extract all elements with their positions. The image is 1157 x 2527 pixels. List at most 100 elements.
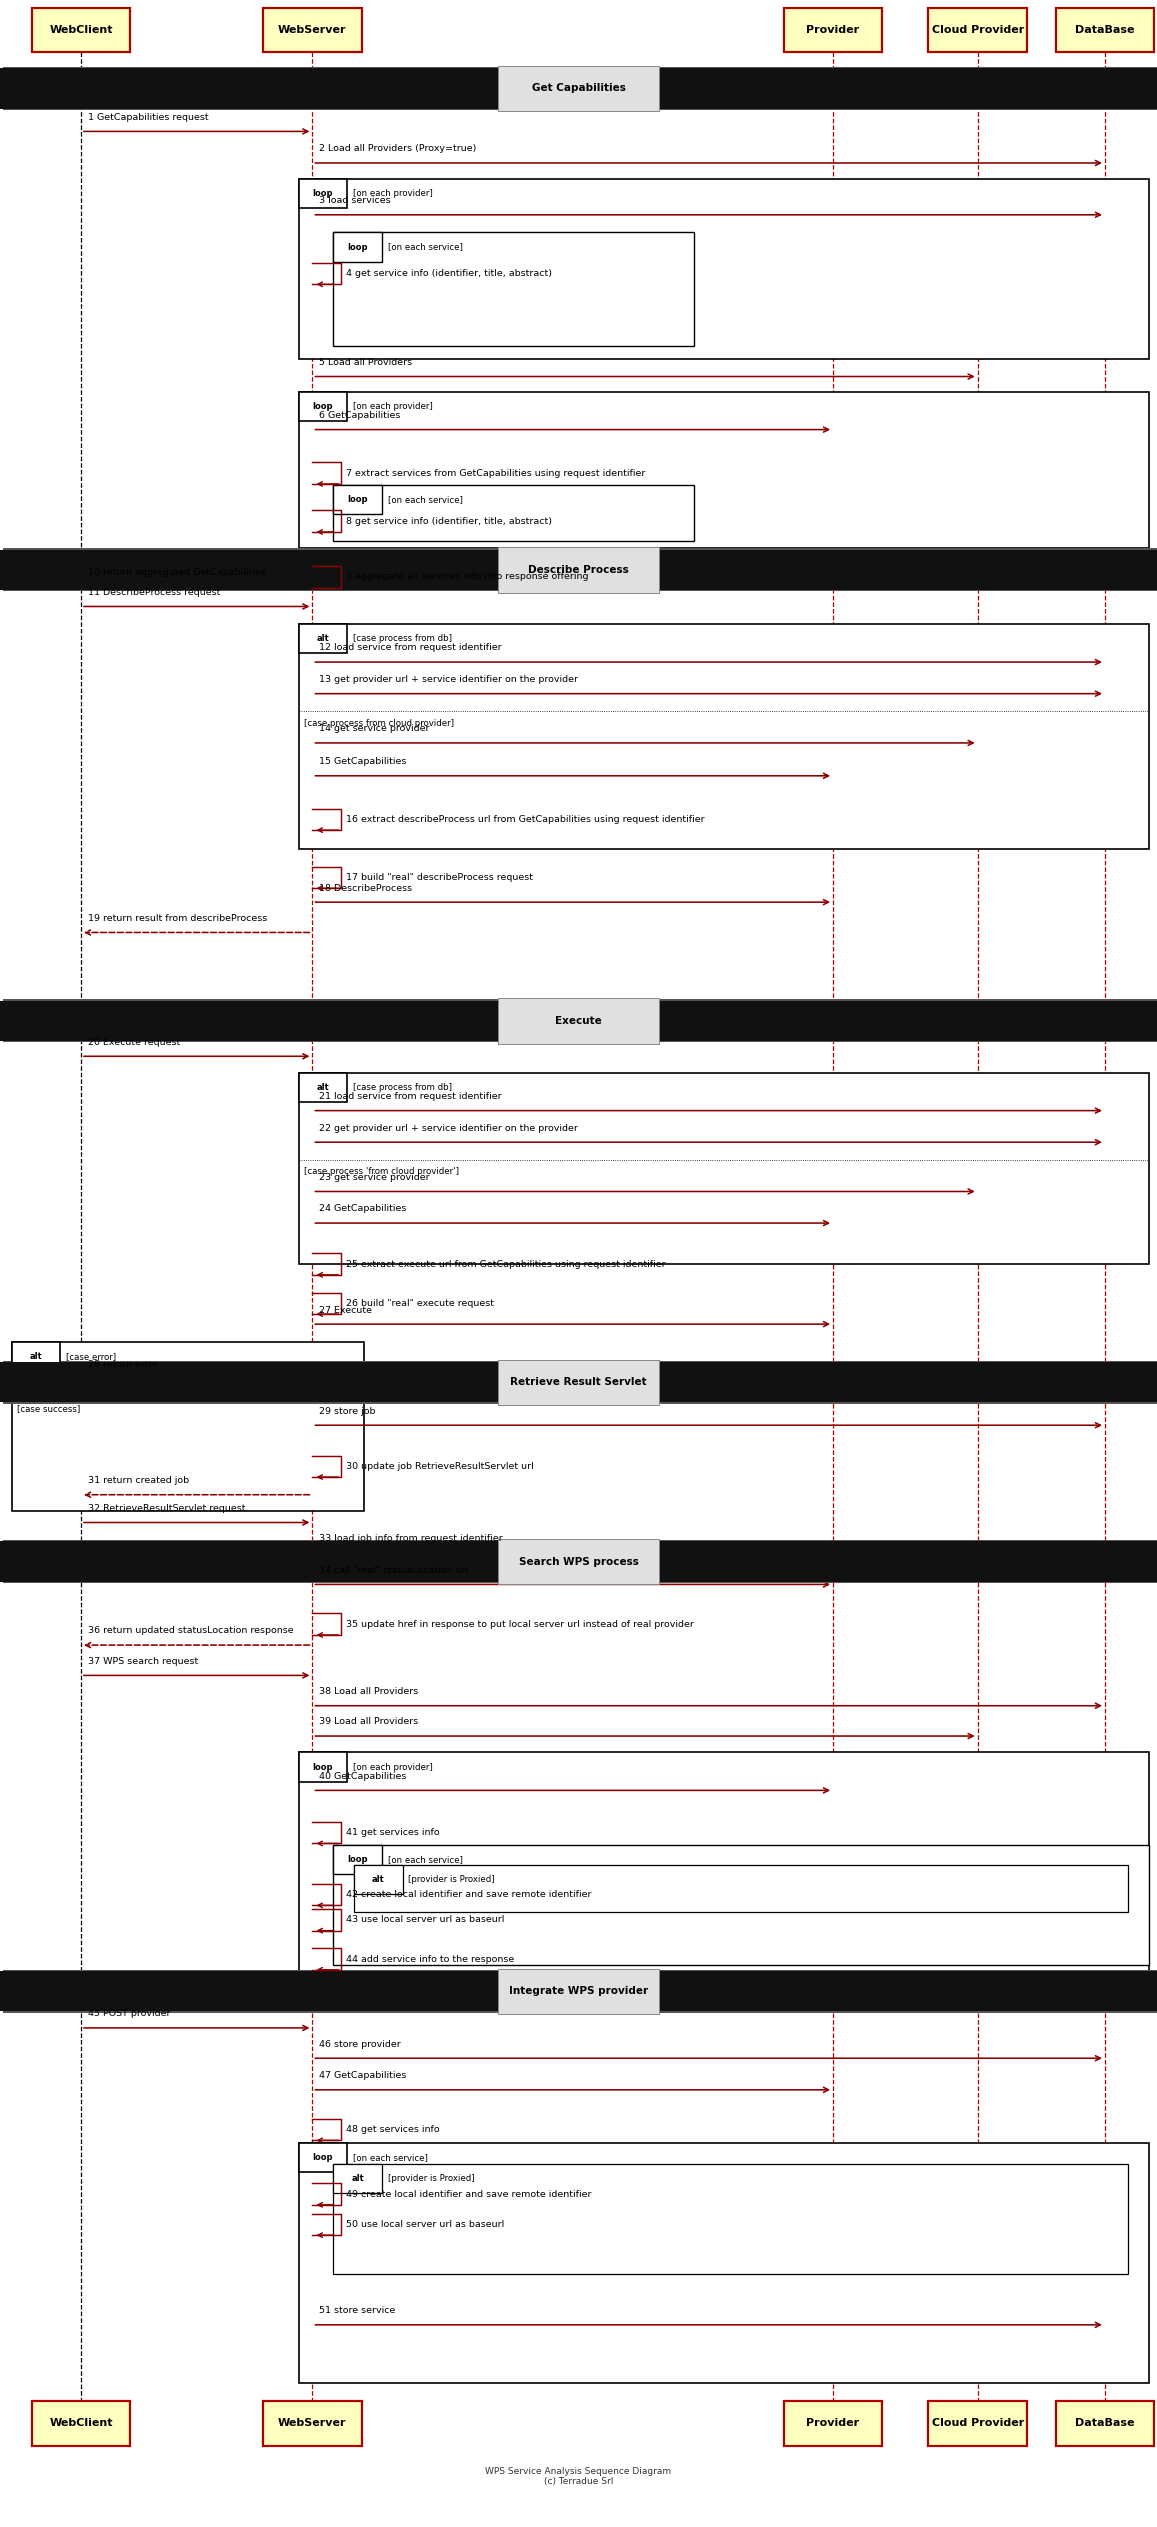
Bar bbox=[299, 624, 347, 654]
Text: 27 Execute: 27 Execute bbox=[319, 1306, 373, 1314]
Text: 20 Execute request: 20 Execute request bbox=[88, 1039, 180, 1046]
Bar bbox=[333, 2163, 1128, 2274]
Text: Get Capabilities: Get Capabilities bbox=[531, 83, 626, 93]
Text: 4 get service info (identifier, title, abstract): 4 get service info (identifier, title, a… bbox=[346, 268, 552, 278]
Text: DataBase: DataBase bbox=[1075, 25, 1135, 35]
Text: [provider is Proxied]: [provider is Proxied] bbox=[388, 2173, 474, 2183]
Text: alt: alt bbox=[371, 1875, 385, 1885]
Text: 9 aggregate all services info into response offering: 9 aggregate all services info into respo… bbox=[346, 571, 589, 581]
Text: Provider: Provider bbox=[806, 2418, 860, 2428]
Bar bbox=[299, 1074, 1149, 1264]
Bar bbox=[354, 1865, 403, 1895]
Bar bbox=[0, 1541, 1157, 1582]
Bar bbox=[498, 1969, 659, 2014]
Text: 19 return result from describeProcess: 19 return result from describeProcess bbox=[88, 915, 267, 922]
Text: 8 get service info (identifier, title, abstract): 8 get service info (identifier, title, a… bbox=[346, 516, 552, 526]
Text: 29 store job: 29 store job bbox=[319, 1408, 376, 1415]
Bar bbox=[32, 8, 131, 53]
Bar bbox=[12, 1342, 364, 1511]
Text: [on each service]: [on each service] bbox=[353, 2153, 428, 2163]
Text: alt: alt bbox=[316, 634, 330, 644]
Text: [case process from db]: [case process from db] bbox=[353, 634, 452, 644]
Text: Describe Process: Describe Process bbox=[528, 566, 629, 574]
Text: 7 extract services from GetCapabilities using request identifier: 7 extract services from GetCapabilities … bbox=[346, 467, 646, 478]
Text: 28 return error: 28 return error bbox=[88, 1360, 159, 1370]
Text: 40 GetCapabilities: 40 GetCapabilities bbox=[319, 1771, 407, 1782]
Text: loop: loop bbox=[312, 1761, 333, 1771]
Text: 34 call "real" statusLocation url: 34 call "real" statusLocation url bbox=[319, 1567, 469, 1574]
Text: 33 load job info from request identifier: 33 load job info from request identifier bbox=[319, 1534, 503, 1544]
Bar bbox=[299, 1754, 1149, 1971]
Bar bbox=[333, 485, 694, 541]
Bar bbox=[928, 8, 1027, 53]
Bar bbox=[1056, 2401, 1155, 2446]
Text: [on each service]: [on each service] bbox=[388, 243, 463, 253]
Text: 12 load service from request identifier: 12 load service from request identifier bbox=[319, 644, 502, 652]
Bar bbox=[498, 1360, 659, 1405]
Text: 38 Load all Providers: 38 Load all Providers bbox=[319, 1688, 419, 1696]
Text: [on each service]: [on each service] bbox=[388, 495, 463, 505]
Text: loop: loop bbox=[312, 190, 333, 200]
Text: alt: alt bbox=[29, 1352, 43, 1362]
Text: loop: loop bbox=[312, 402, 333, 412]
Bar bbox=[3, 1001, 1157, 1044]
Text: 10 return aggregated GetCapabilities: 10 return aggregated GetCapabilities bbox=[88, 569, 266, 576]
Text: alt: alt bbox=[316, 1082, 330, 1092]
Text: [on each provider]: [on each provider] bbox=[353, 1761, 433, 1771]
Text: 47 GetCapabilities: 47 GetCapabilities bbox=[319, 2072, 407, 2080]
Text: 43 use local server url as baseurl: 43 use local server url as baseurl bbox=[346, 1915, 504, 1926]
Bar bbox=[264, 8, 361, 53]
Bar bbox=[3, 1971, 1157, 2011]
Text: WebClient: WebClient bbox=[50, 25, 112, 35]
Bar bbox=[264, 2401, 361, 2446]
Text: WPS Service Analysis Sequence Diagram
(c) Terradue Srl: WPS Service Analysis Sequence Diagram (c… bbox=[486, 2466, 671, 2487]
Text: 41 get services info: 41 get services info bbox=[346, 1827, 440, 1837]
Text: 26 build "real" execute request: 26 build "real" execute request bbox=[346, 1299, 494, 1309]
Text: [on each provider]: [on each provider] bbox=[353, 190, 433, 200]
Text: DataBase: DataBase bbox=[1075, 2418, 1135, 2428]
Bar bbox=[299, 179, 347, 210]
Text: 51 store service: 51 store service bbox=[319, 2307, 396, 2315]
Text: 3 load services: 3 load services bbox=[319, 197, 391, 205]
Text: 49 create local identifier and save remote identifier: 49 create local identifier and save remo… bbox=[346, 2188, 591, 2198]
Text: 25 extract execute url from GetCapabilities using request identifier: 25 extract execute url from GetCapabilit… bbox=[346, 1258, 665, 1269]
Bar bbox=[333, 485, 382, 516]
Text: 32 RetrieveResultServlet request: 32 RetrieveResultServlet request bbox=[88, 1504, 245, 1514]
Text: [case process from cloud provider]: [case process from cloud provider] bbox=[304, 720, 455, 728]
Text: 48 get services info: 48 get services info bbox=[346, 2125, 440, 2135]
Text: Cloud Provider: Cloud Provider bbox=[931, 25, 1024, 35]
Text: 35 update href in response to put local server url instead of real provider: 35 update href in response to put local … bbox=[346, 1620, 694, 1630]
Text: Provider: Provider bbox=[806, 25, 860, 35]
Bar bbox=[784, 2401, 882, 2446]
Text: [on each service]: [on each service] bbox=[388, 1855, 463, 1865]
Text: loop: loop bbox=[347, 495, 368, 505]
Text: 15 GetCapabilities: 15 GetCapabilities bbox=[319, 758, 407, 766]
Bar bbox=[12, 1342, 60, 1372]
Text: 50 use local server url as baseurl: 50 use local server url as baseurl bbox=[346, 2219, 504, 2229]
Bar bbox=[299, 1754, 347, 1782]
Text: Cloud Provider: Cloud Provider bbox=[931, 2418, 1024, 2428]
Bar bbox=[0, 68, 1157, 109]
Bar bbox=[498, 998, 659, 1044]
Text: 21 load service from request identifier: 21 load service from request identifier bbox=[319, 1092, 502, 1102]
Text: loop: loop bbox=[347, 1855, 368, 1865]
Text: 16 extract describeProcess url from GetCapabilities using request identifier: 16 extract describeProcess url from GetC… bbox=[346, 814, 705, 824]
Bar bbox=[0, 1971, 1157, 2011]
Bar bbox=[1056, 8, 1155, 53]
Text: WebClient: WebClient bbox=[50, 2418, 112, 2428]
Bar bbox=[299, 179, 1149, 359]
Bar bbox=[299, 392, 1149, 548]
Text: 2 Load all Providers (Proxy=true): 2 Load all Providers (Proxy=true) bbox=[319, 144, 477, 154]
Bar bbox=[928, 2401, 1027, 2446]
Bar bbox=[333, 1845, 382, 1875]
Text: Search WPS process: Search WPS process bbox=[518, 1557, 639, 1567]
Text: loop: loop bbox=[347, 243, 368, 253]
Bar bbox=[32, 2401, 131, 2446]
Text: 42 create local identifier and save remote identifier: 42 create local identifier and save remo… bbox=[346, 1890, 591, 1900]
Bar bbox=[299, 392, 347, 422]
Bar bbox=[784, 8, 882, 53]
Bar bbox=[498, 548, 659, 594]
Text: 37 WPS search request: 37 WPS search request bbox=[88, 1658, 198, 1665]
Bar bbox=[299, 624, 1149, 849]
Bar bbox=[333, 2163, 382, 2193]
